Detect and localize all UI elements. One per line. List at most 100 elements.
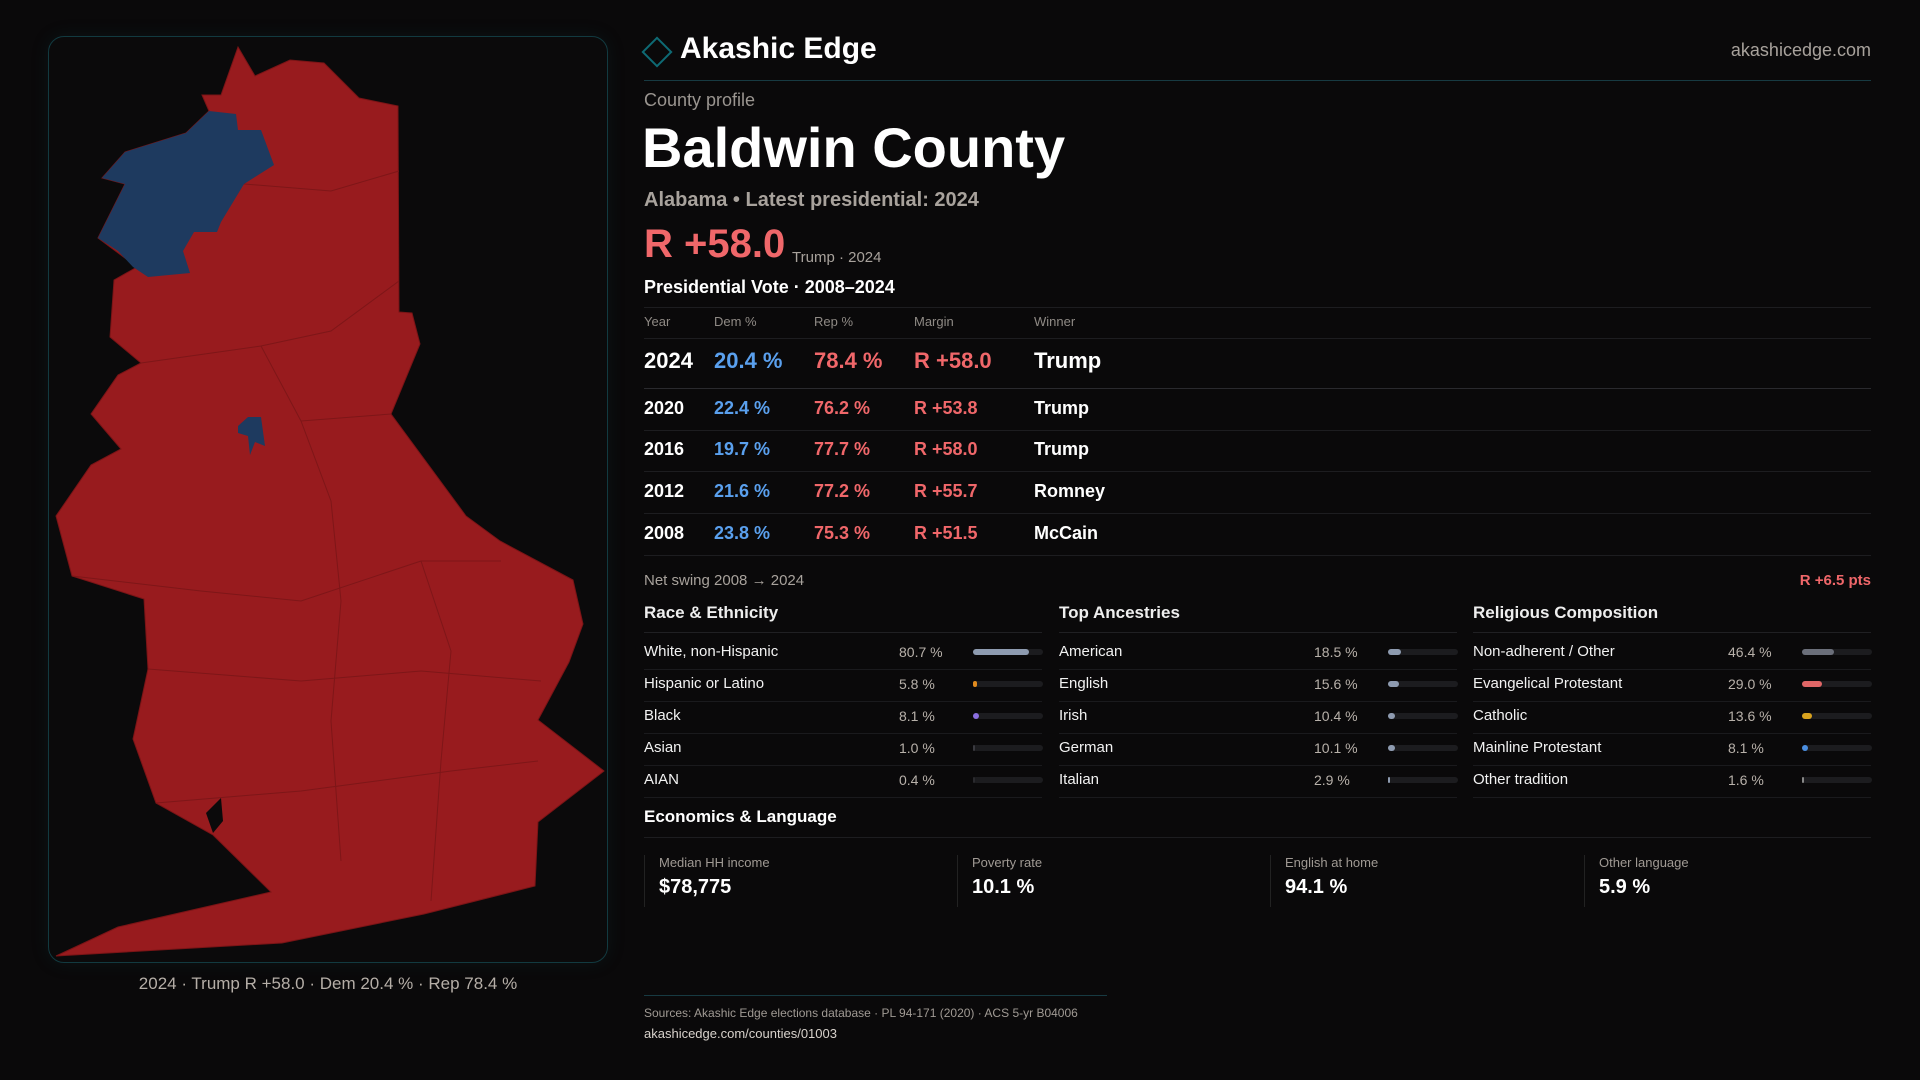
vote-winner-cell: Trump xyxy=(1034,348,1102,373)
stat-card-label: Poverty rate xyxy=(972,855,1043,870)
page-kicker: County profile xyxy=(644,90,756,110)
stat-bar xyxy=(1388,681,1458,687)
votes-title: Presidential Vote · 2008–2024 xyxy=(644,277,895,297)
stat-bar xyxy=(1388,713,1458,719)
map-precincts-dem-north[interactable] xyxy=(98,111,274,277)
vote-dem-cell: 20.4 % xyxy=(714,348,783,373)
stat-card-value: $78,775 xyxy=(659,876,732,898)
net-swing-value: R +6.5 pts xyxy=(1799,572,1871,589)
stat-bar xyxy=(973,681,1043,687)
stat-bar-fill xyxy=(973,649,1030,655)
row-divider xyxy=(1473,797,1871,798)
stat-value: 10.4 % xyxy=(1314,708,1358,724)
row-divider xyxy=(644,765,1042,766)
county-map[interactable] xyxy=(49,37,608,963)
economics-title: Economics & Language xyxy=(644,807,837,826)
section-title: Religious Composition xyxy=(1473,603,1659,622)
stat-value: 29.0 % xyxy=(1728,676,1772,692)
section-title: Race & Ethnicity xyxy=(644,603,779,622)
stat-card-label: Other language xyxy=(1599,855,1689,870)
vote-dem-cell: 19.7 % xyxy=(714,439,771,459)
stat-bar xyxy=(973,777,1043,783)
map-precinct-dem-central[interactable] xyxy=(238,417,265,455)
stat-bar xyxy=(1802,649,1872,655)
section-divider xyxy=(1059,632,1457,633)
stat-bar-fill xyxy=(1388,649,1401,655)
stat-label: Asian xyxy=(644,739,682,756)
stat-bar-fill xyxy=(973,713,979,719)
page-subtitle: Alabama • Latest presidential: 2024 xyxy=(644,189,979,211)
vote-margin-cell: R +58.0 xyxy=(914,348,992,373)
stat-card: Other language 5.9 % xyxy=(1584,855,1689,907)
stat-card-label: Median HH income xyxy=(659,855,770,870)
row-divider xyxy=(644,669,1042,670)
stat-value: 13.6 % xyxy=(1728,708,1772,724)
stat-value: 80.7 % xyxy=(899,644,943,660)
section-divider xyxy=(644,632,1042,633)
vote-rep-cell: 76.2 % xyxy=(814,398,871,418)
stat-value: 46.4 % xyxy=(1728,644,1772,660)
stat-bar xyxy=(1802,745,1872,751)
row-divider xyxy=(1059,669,1457,670)
map-inlet xyxy=(206,798,223,833)
row-divider xyxy=(644,701,1042,702)
row-divider xyxy=(1473,669,1871,670)
stat-bar xyxy=(1802,681,1872,687)
divider xyxy=(644,307,1871,308)
map-caption: 2024 · Trump R +58.0 · Dem 20.4 % · Rep … xyxy=(138,974,518,993)
footer-url[interactable]: akashicedge.com/counties/01003 xyxy=(644,1026,837,1041)
headline-margin: R +58.0 xyxy=(644,222,786,266)
table-row-divider xyxy=(644,430,1871,431)
footer-sources: Sources: Akashic Edge elections database… xyxy=(644,1006,1078,1020)
vote-margin-cell: R +55.7 xyxy=(914,481,978,501)
stat-card: Median HH income $78,775 xyxy=(644,855,770,907)
footer-divider xyxy=(644,995,1107,996)
divider xyxy=(644,837,1871,838)
vote-winner-cell: Trump xyxy=(1034,439,1090,459)
stat-label: Irish xyxy=(1059,707,1088,724)
stat-bar xyxy=(1388,745,1458,751)
vote-margin-cell: R +58.0 xyxy=(914,439,978,459)
stat-card: English at home 94.1 % xyxy=(1270,855,1378,907)
row-divider xyxy=(1059,701,1457,702)
vote-year-cell: 2016 xyxy=(644,439,685,459)
page-title: Baldwin County xyxy=(642,116,1066,179)
stat-bar-fill xyxy=(1802,649,1835,655)
vote-dem-cell: 22.4 % xyxy=(714,398,771,418)
site-link[interactable]: akashicedge.com xyxy=(1730,40,1871,60)
vote-margin-cell: R +51.5 xyxy=(914,523,978,543)
stat-value: 18.5 % xyxy=(1314,644,1358,660)
stat-label: Italian xyxy=(1059,771,1100,788)
stat-bar xyxy=(973,745,1043,751)
stat-bar-fill xyxy=(1802,777,1804,783)
stat-label: Hispanic or Latino xyxy=(644,675,765,692)
table-row-divider xyxy=(644,471,1871,472)
table-row-divider xyxy=(644,388,1871,389)
header-divider xyxy=(644,80,1871,81)
stat-value: 1.6 % xyxy=(1728,772,1764,788)
table-header-cell: Year xyxy=(644,314,671,329)
stat-value: 2.9 % xyxy=(1314,772,1350,788)
stat-label: Other tradition xyxy=(1473,771,1569,788)
vote-year-cell: 2008 xyxy=(644,523,685,543)
stat-label: Non-adherent / Other xyxy=(1473,643,1615,660)
stat-value: 10.1 % xyxy=(1314,740,1358,756)
stat-label: AIAN xyxy=(644,771,680,788)
stat-label: American xyxy=(1059,643,1123,660)
county-map-panel[interactable] xyxy=(48,36,608,963)
vote-rep-cell: 77.2 % xyxy=(814,481,871,501)
vote-dem-cell: 21.6 % xyxy=(714,481,771,501)
stat-card: Poverty rate 10.1 % xyxy=(957,855,1042,907)
logo-diamond-icon xyxy=(641,36,673,68)
stat-value: 0.4 % xyxy=(899,772,935,788)
stat-bar xyxy=(1802,713,1872,719)
vote-dem-cell: 23.8 % xyxy=(714,523,771,543)
stat-bar xyxy=(973,649,1043,655)
stat-label: Black xyxy=(644,707,681,724)
divider xyxy=(644,338,1871,339)
vote-winner-cell: Romney xyxy=(1034,481,1106,501)
table-header-cell: Winner xyxy=(1034,314,1076,329)
stat-label: Catholic xyxy=(1473,707,1528,724)
stat-bar-fill xyxy=(1802,681,1823,687)
vote-rep-cell: 78.4 % xyxy=(814,348,883,373)
